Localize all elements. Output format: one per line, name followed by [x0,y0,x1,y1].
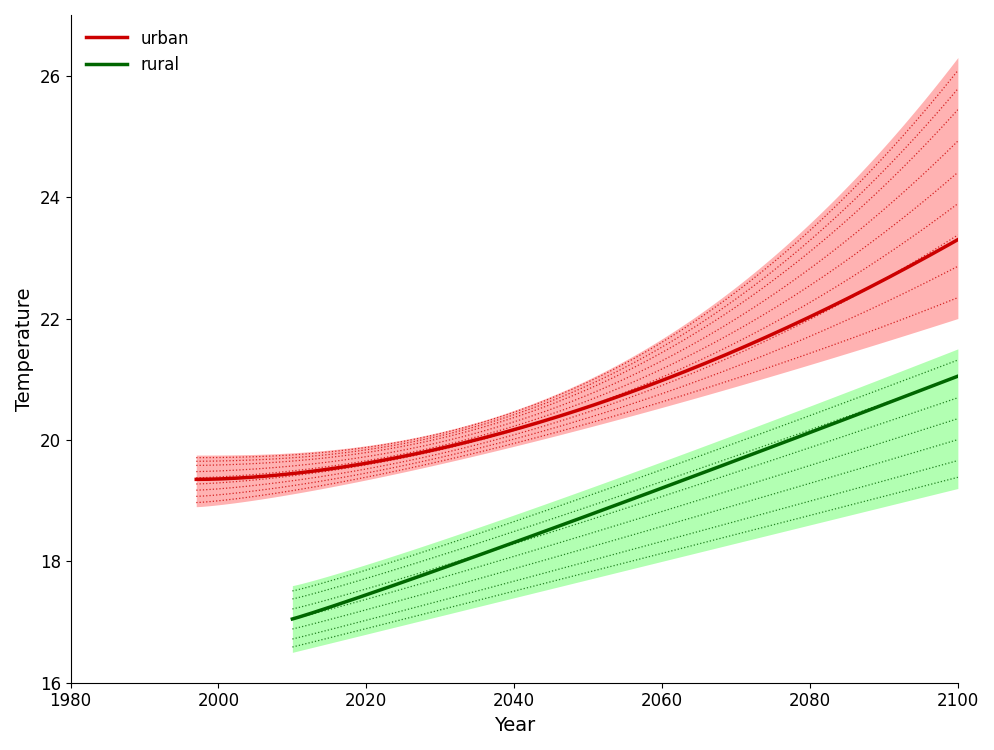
Y-axis label: Temperature: Temperature [15,287,34,410]
Line: urban: urban [196,239,958,479]
urban [641,382,653,391]
urban [656,376,668,385]
rural [683,474,695,483]
urban [190,475,202,484]
X-axis label: Year: Year [494,716,535,735]
urban [644,380,656,389]
rural [694,470,706,478]
urban [193,475,205,484]
rural [952,372,964,381]
Legend: urban, rural: urban, rural [79,23,196,81]
rural [890,395,902,404]
rural [680,475,692,484]
rural [286,614,298,623]
urban [952,235,964,244]
Line: rural: rural [292,376,958,619]
urban [832,298,844,307]
rural [847,412,859,421]
rural [288,614,300,622]
urban [881,274,893,283]
